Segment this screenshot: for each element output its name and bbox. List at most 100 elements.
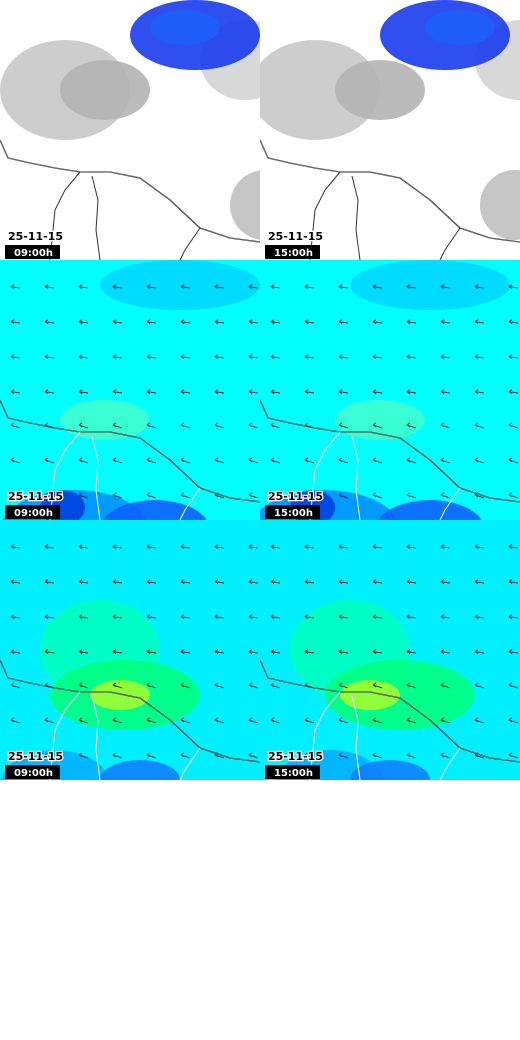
wind-arrowhead xyxy=(372,354,377,360)
wind-arrowhead xyxy=(248,422,253,428)
wind-arrowhead xyxy=(440,579,445,585)
wind-arrowhead xyxy=(304,284,309,290)
wind-arrow xyxy=(270,321,281,324)
wind-arrowhead xyxy=(112,319,117,325)
river xyxy=(439,227,461,260)
wind-arrowhead xyxy=(78,614,83,620)
wind-arrowhead xyxy=(10,579,15,585)
wind-arrowhead xyxy=(112,579,117,585)
wind-arrow xyxy=(10,616,21,619)
wind-arrowhead xyxy=(440,284,445,290)
wind-arrowhead xyxy=(10,457,15,463)
wind-arrow xyxy=(440,581,451,584)
wind-arrow xyxy=(78,286,89,289)
time-box xyxy=(5,245,60,259)
wind-arrowhead xyxy=(338,614,343,620)
wind-arrowhead xyxy=(248,457,253,463)
time-label: 15:00h xyxy=(274,508,313,519)
wind-arrowhead xyxy=(474,614,479,620)
wind-arrowhead xyxy=(440,492,445,498)
wind-arrowhead xyxy=(44,492,49,498)
wind-arrowhead xyxy=(270,649,275,655)
time-box xyxy=(5,505,60,519)
wind-arrow xyxy=(180,616,191,619)
river xyxy=(91,175,101,260)
wind-arrowhead xyxy=(248,682,253,688)
wind-arrowhead xyxy=(112,422,117,428)
wind-arrow xyxy=(44,286,55,289)
wind-arrow xyxy=(248,546,259,549)
wind-arrow xyxy=(214,651,225,654)
wind-arrowhead xyxy=(440,544,445,550)
field-area xyxy=(100,260,260,310)
map-layers xyxy=(0,0,260,260)
field-area xyxy=(103,500,207,520)
wind-arrowhead xyxy=(112,614,117,620)
wind-arrow xyxy=(180,391,191,394)
wind-arrow xyxy=(440,321,451,324)
wind-arrowhead xyxy=(44,319,49,325)
wind-arrow xyxy=(214,391,225,394)
wind-arrowhead xyxy=(372,284,377,290)
wind-arrow xyxy=(440,651,451,654)
wind-arrowhead xyxy=(372,492,377,498)
wind-arrow xyxy=(270,651,281,654)
wind-arrow xyxy=(372,391,383,394)
coastline-halo xyxy=(260,139,520,243)
wind-arrowhead xyxy=(44,544,49,550)
wind-arrowhead xyxy=(406,579,411,585)
wind-arrowhead xyxy=(508,614,513,620)
wind-arrowhead xyxy=(146,682,151,688)
wind-arrowhead xyxy=(304,579,309,585)
wind-arrowhead xyxy=(248,579,253,585)
wind-arrowhead xyxy=(270,579,275,585)
wind-arrow xyxy=(508,356,519,359)
map-panel: 25-11-15 15:00h xyxy=(260,0,520,260)
wind-arrowhead xyxy=(304,354,309,360)
wind-arrowhead xyxy=(44,284,49,290)
field-area xyxy=(350,260,510,310)
coastline-halo xyxy=(260,659,520,763)
wind-arrowhead xyxy=(44,682,49,688)
field-area xyxy=(340,680,400,710)
wind-arrow xyxy=(180,286,191,289)
wind-arrowhead xyxy=(372,717,377,723)
wind-arrow xyxy=(44,546,55,549)
wind-arrowhead xyxy=(440,354,445,360)
wind-arrow xyxy=(44,356,55,359)
time-label: 09:00h xyxy=(14,508,53,519)
river xyxy=(91,435,101,520)
wind-arrow xyxy=(406,581,417,584)
wind-arrowhead xyxy=(406,389,411,395)
wind-arrowhead xyxy=(440,752,445,758)
wind-arrow xyxy=(180,546,191,549)
wind-arrowhead xyxy=(372,649,377,655)
wind-arrowhead xyxy=(508,649,513,655)
field-area xyxy=(335,60,425,120)
wind-arrowhead xyxy=(304,319,309,325)
wind-arrow xyxy=(440,546,451,549)
wind-arrow xyxy=(214,356,225,359)
wind-arrow xyxy=(304,286,315,289)
wind-arrow xyxy=(146,546,157,549)
wind-arrowhead xyxy=(508,579,513,585)
wind-arrow xyxy=(338,286,349,289)
wind-arrow xyxy=(180,321,191,324)
time-label: 09:00h xyxy=(14,768,53,779)
wind-arrow xyxy=(10,581,21,584)
wind-arrowhead xyxy=(78,457,83,463)
wind-arrowhead xyxy=(372,682,377,688)
wind-arrowhead xyxy=(508,492,513,498)
date-label: 25-11-15 xyxy=(8,490,63,503)
time-box xyxy=(265,505,320,519)
wind-arrowhead xyxy=(78,579,83,585)
wind-arrowhead xyxy=(214,422,219,428)
wind-arrow xyxy=(10,321,21,324)
wind-arrowhead xyxy=(304,544,309,550)
wind-arrow xyxy=(214,286,225,289)
wind-arrow xyxy=(338,391,349,394)
wind-arrow xyxy=(372,356,383,359)
wind-arrowhead xyxy=(78,422,83,428)
wind-arrowhead xyxy=(270,389,275,395)
